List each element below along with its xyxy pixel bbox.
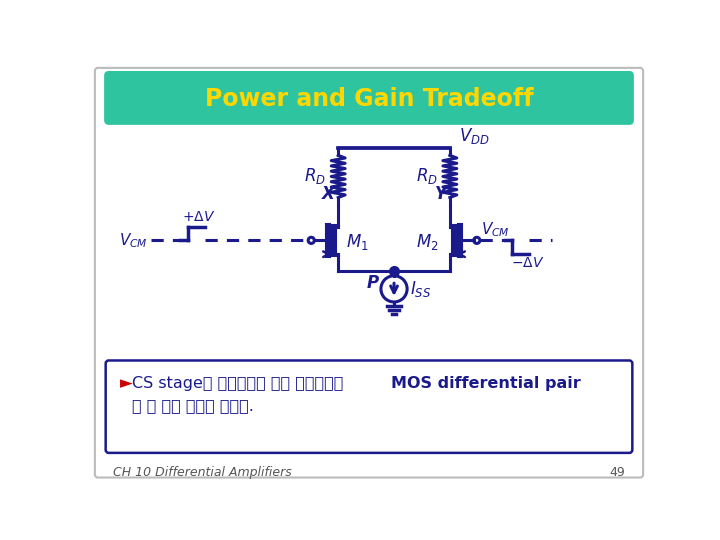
Text: ►: ► — [120, 375, 132, 393]
Text: P: P — [366, 274, 379, 292]
Text: $R_D$: $R_D$ — [415, 166, 438, 186]
Text: Y: Y — [435, 185, 447, 204]
FancyBboxPatch shape — [106, 361, 632, 453]
Text: $V_{CM}$: $V_{CM}$ — [119, 232, 148, 251]
FancyBboxPatch shape — [95, 68, 643, 477]
Text: CS stage의 전압이득을 얻기 위하여서는: CS stage의 전압이득을 얻기 위하여서는 — [132, 376, 348, 391]
Text: CH 10 Differential Amplifiers: CH 10 Differential Amplifiers — [113, 467, 292, 480]
Text: 49: 49 — [609, 467, 625, 480]
Text: $+\Delta V$: $+\Delta V$ — [182, 210, 215, 224]
Text: $R_D$: $R_D$ — [304, 166, 326, 186]
Text: $V_{CM}$: $V_{CM}$ — [482, 220, 510, 239]
Text: $M_1$: $M_1$ — [346, 232, 369, 252]
Text: $I_{SS}$: $I_{SS}$ — [410, 279, 431, 299]
Text: 는 두 배의 전류가 필요함.: 는 두 배의 전류가 필요함. — [132, 397, 253, 413]
Text: $-\Delta V$: $-\Delta V$ — [510, 256, 544, 270]
FancyBboxPatch shape — [104, 71, 634, 125]
Text: MOS differential pair: MOS differential pair — [390, 376, 580, 391]
Text: Power and Gain Tradeoff: Power and Gain Tradeoff — [204, 87, 534, 111]
Text: $V_{DD}$: $V_{DD}$ — [459, 126, 490, 146]
Text: X: X — [323, 185, 335, 204]
Text: $M_2$: $M_2$ — [416, 232, 438, 252]
